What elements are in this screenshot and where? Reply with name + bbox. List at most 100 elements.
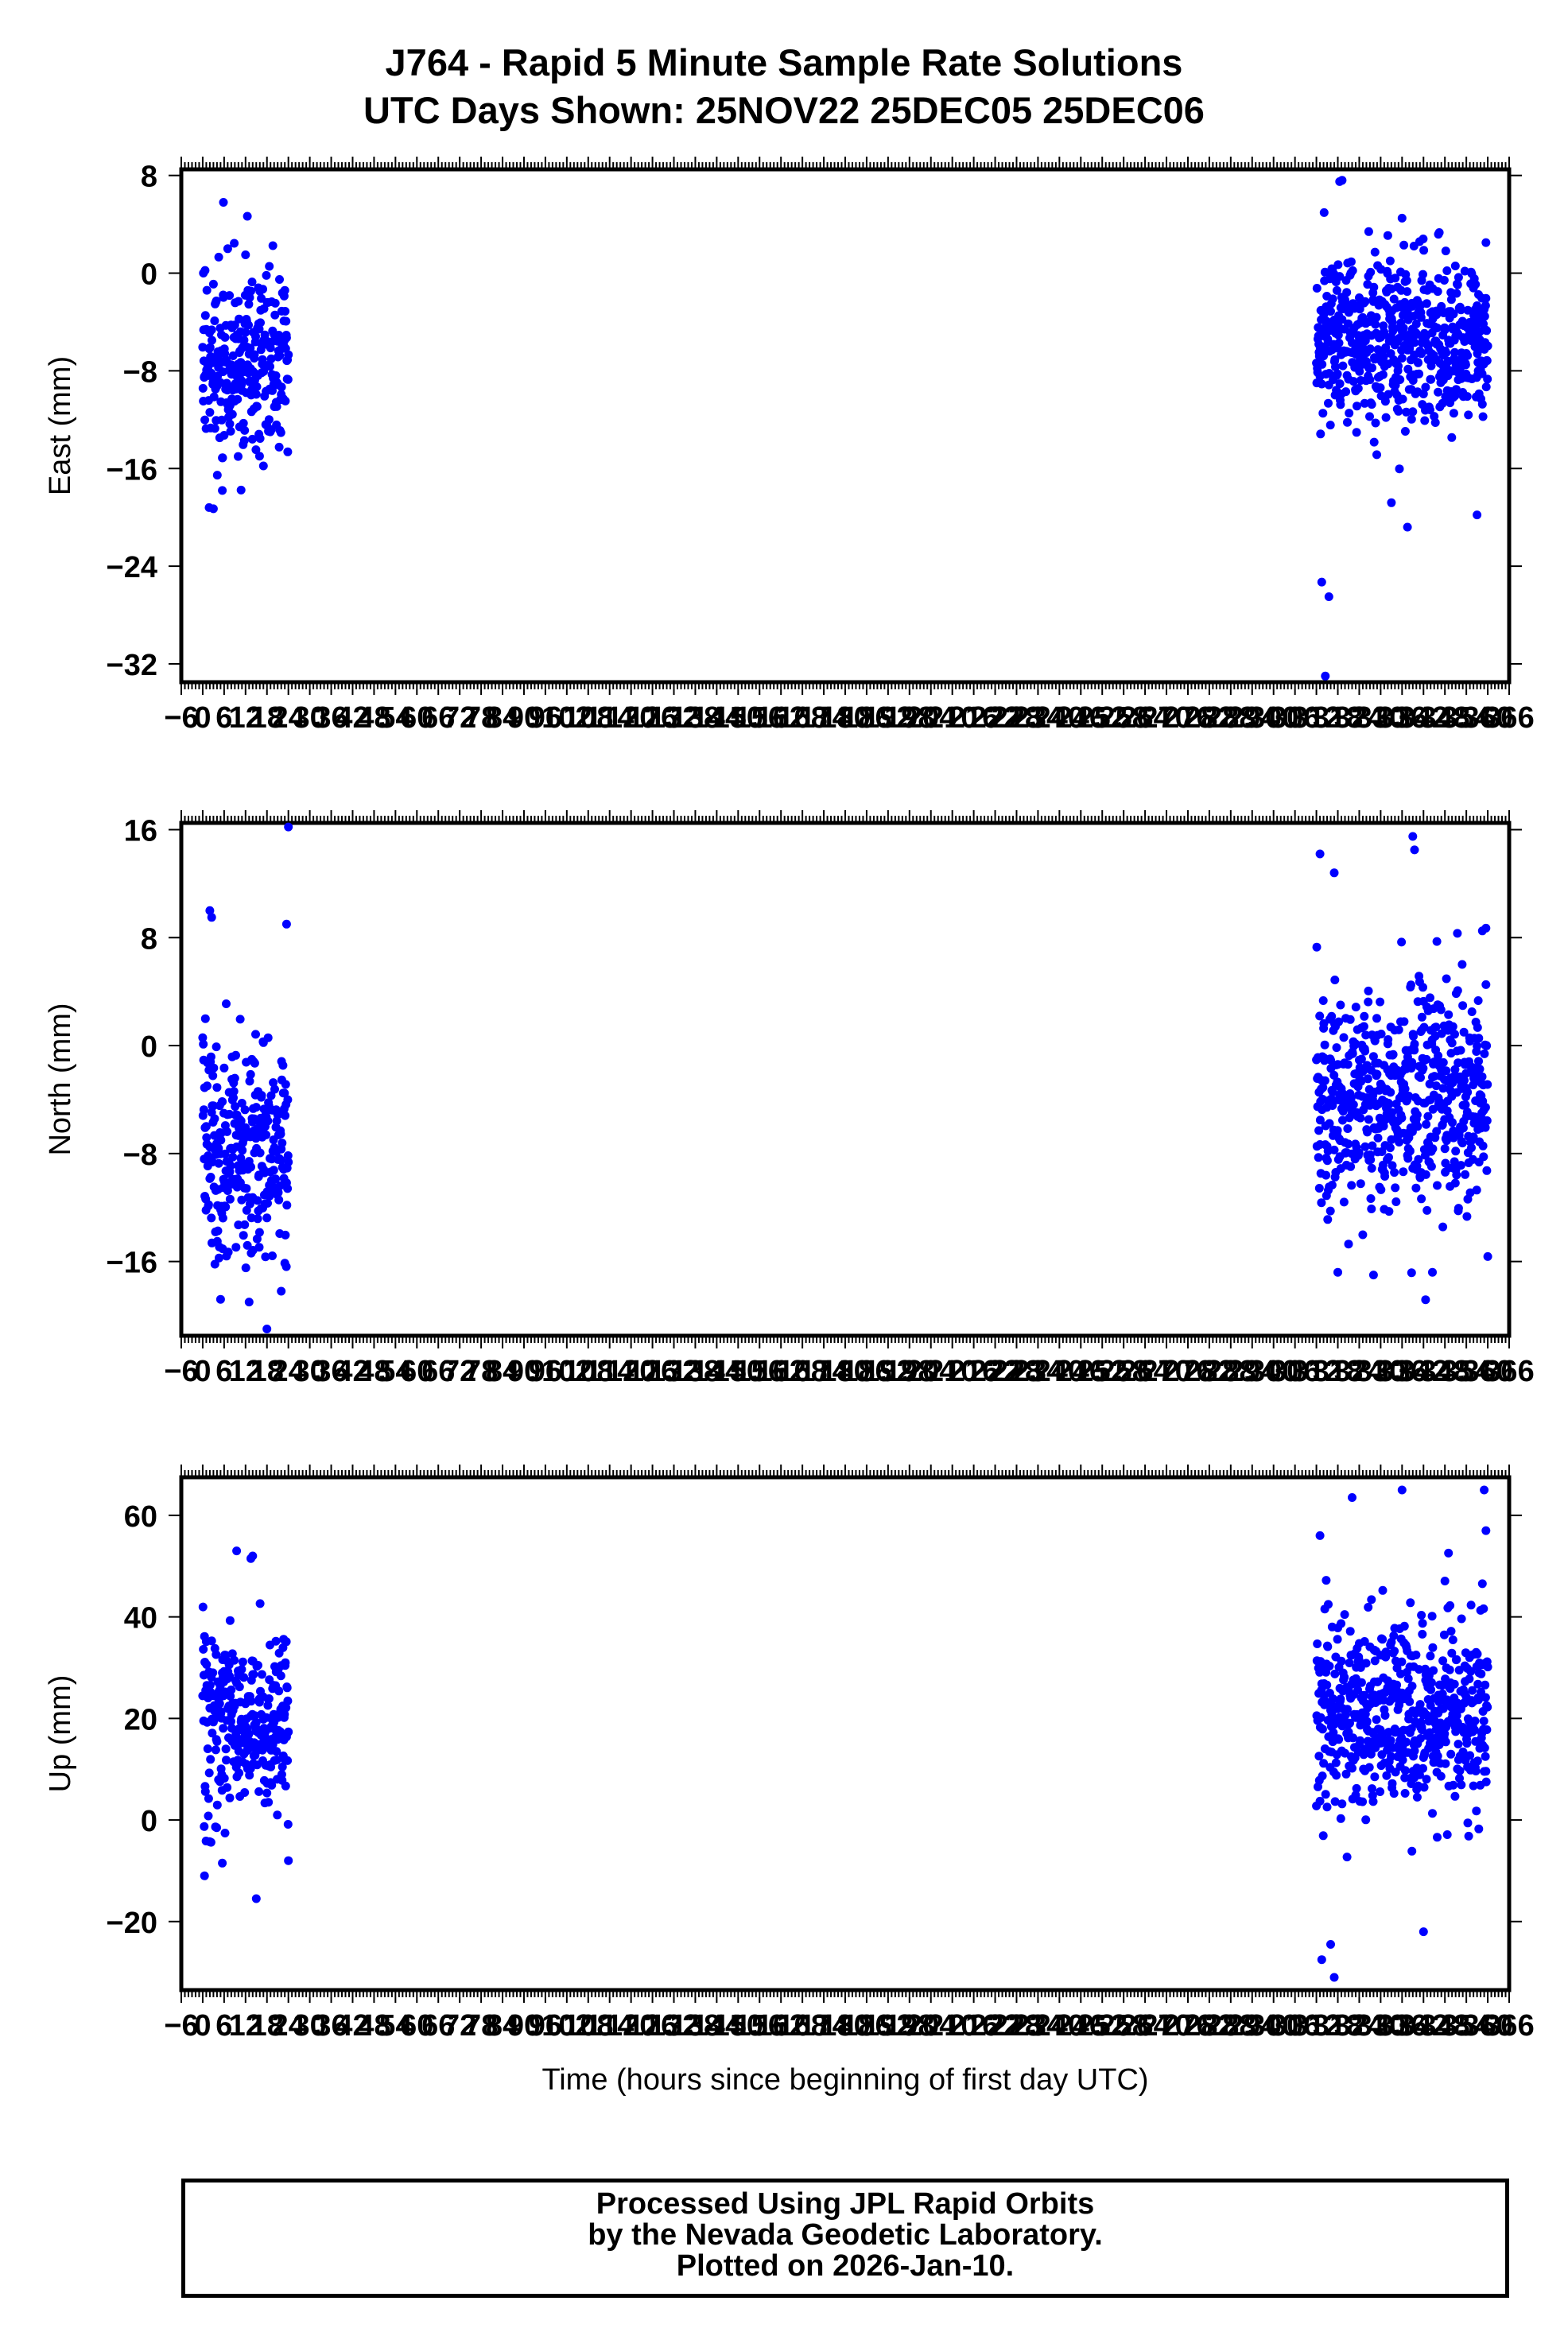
data-point (1318, 996, 1328, 1005)
x-tick-label: 228 (992, 1355, 1042, 1388)
data-point (256, 318, 265, 328)
data-point (1376, 1185, 1386, 1194)
data-point (1441, 1737, 1450, 1747)
x-tick-label: 336 (1377, 1355, 1427, 1388)
data-point (262, 1130, 271, 1139)
x-tick-label: 234 (1013, 701, 1063, 735)
data-point (1450, 1178, 1460, 1188)
data-point (274, 442, 284, 452)
data-point (1427, 1612, 1437, 1621)
data-point (277, 1286, 286, 1296)
data-point (225, 1616, 235, 1625)
data-point (251, 1894, 261, 1903)
x-tick-label: 0 (194, 1355, 211, 1388)
data-point (1312, 942, 1322, 952)
data-point (1480, 312, 1489, 321)
data-point (1337, 176, 1347, 185)
x-tick-label: 54 (378, 1355, 412, 1388)
y-tick-label: 8 (141, 922, 157, 956)
x-tick-label: 72 (443, 701, 476, 735)
data-point (231, 1050, 240, 1060)
data-point (263, 1198, 272, 1208)
x-tick-label: 96 (529, 701, 562, 735)
data-point (1363, 1127, 1372, 1137)
data-point (1343, 1124, 1353, 1133)
data-point (223, 1247, 233, 1257)
data-point (217, 415, 227, 425)
data-point (264, 415, 274, 425)
data-point (1353, 402, 1361, 411)
data-point (281, 1262, 291, 1271)
data-point (1346, 257, 1356, 266)
data-point (1387, 498, 1396, 507)
data-point (1318, 1083, 1328, 1092)
data-point (1440, 1729, 1450, 1739)
data-point (1481, 238, 1491, 247)
data-point (1458, 1001, 1468, 1011)
data-point (1387, 1135, 1396, 1144)
data-point (1326, 307, 1335, 316)
chart-title: J764 - Rapid 5 Minute Sample Rate Soluti… (385, 41, 1183, 83)
data-point (1394, 406, 1403, 416)
data-point (1450, 1065, 1460, 1074)
data-point (1370, 247, 1380, 257)
chart-subtitle: UTC Days Shown: 25NOV22 25DEC05 25DEC06 (363, 89, 1205, 131)
data-point (212, 1800, 222, 1810)
data-point (236, 1116, 246, 1126)
data-point (1426, 1678, 1436, 1687)
data-point (221, 1202, 231, 1212)
data-point (1477, 369, 1487, 378)
data-point (1367, 400, 1376, 409)
data-point (238, 1146, 247, 1155)
data-point (251, 390, 261, 399)
data-point (1360, 1046, 1370, 1056)
data-point (1314, 1153, 1323, 1162)
data-point (1471, 280, 1481, 289)
x-tick-label: 162 (755, 1355, 805, 1388)
data-point (1330, 1797, 1340, 1806)
data-point (202, 1660, 212, 1669)
data-point (1412, 1162, 1422, 1171)
data-point (1437, 1029, 1446, 1038)
data-point (246, 1554, 255, 1563)
data-point (1482, 1116, 1492, 1125)
data-point (1433, 1833, 1442, 1842)
data-point (199, 1105, 208, 1115)
data-point (1348, 266, 1357, 275)
data-point (1337, 1656, 1346, 1666)
data-point (1388, 326, 1398, 336)
data-point (207, 913, 216, 922)
data-point (227, 1685, 236, 1694)
data-point (1313, 1639, 1322, 1648)
data-point (1355, 367, 1364, 376)
data-point (1389, 1631, 1399, 1640)
data-point (281, 1703, 291, 1713)
data-point (1434, 228, 1444, 237)
data-point (1407, 414, 1416, 424)
data-point (266, 354, 276, 363)
data-point (200, 1787, 210, 1796)
data-point (1474, 1057, 1483, 1066)
x-tick-label: 72 (443, 1355, 476, 1388)
x-tick-label: 60 (400, 2009, 433, 2043)
data-point (1395, 464, 1404, 474)
data-point (1345, 409, 1354, 418)
y-tick-label: 40 (124, 1602, 157, 1635)
data-point (1380, 397, 1390, 406)
data-point (1359, 1022, 1368, 1031)
data-point (1426, 1162, 1436, 1171)
data-point (229, 1093, 238, 1103)
data-point (1360, 1690, 1369, 1700)
y-tick-label: 20 (124, 1703, 157, 1736)
data-point (1317, 379, 1326, 389)
data-point (212, 1823, 221, 1833)
data-point (1397, 1657, 1407, 1666)
data-point (1442, 348, 1451, 358)
data-point (1319, 351, 1329, 361)
x-tick-label: 198 (884, 701, 934, 735)
data-point (271, 1636, 281, 1646)
x-tick-label: 72 (443, 2009, 476, 2043)
x-tick-label: 120 (606, 1355, 656, 1388)
data-point (239, 1673, 249, 1682)
x-tick-label: 234 (1013, 2009, 1063, 2043)
